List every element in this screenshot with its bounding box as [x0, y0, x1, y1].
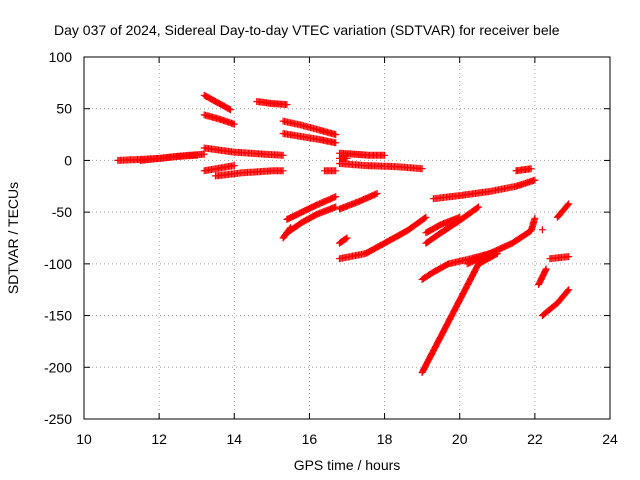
series-27 [512, 165, 535, 175]
series-9 [279, 117, 340, 139]
series-points [200, 111, 238, 128]
series-10 [279, 130, 340, 147]
series-points [321, 167, 340, 175]
series-points [422, 203, 482, 247]
plot-frame [83, 56, 611, 420]
x-tick-label: 12 [151, 431, 167, 447]
y-tick-label: 100 [49, 49, 73, 65]
series-points [283, 193, 340, 223]
series-points [336, 149, 389, 159]
series-points [336, 213, 430, 263]
series-points [336, 234, 351, 247]
series-5 [200, 144, 287, 159]
x-tick-label: 20 [452, 431, 468, 447]
x-tick-label: 18 [377, 431, 393, 447]
series-points [336, 154, 351, 162]
y-tick-label: -50 [52, 204, 72, 220]
series-points [336, 190, 381, 213]
y-tick-labels: -250 -200 -150 -100 -50 0 50 100 [44, 49, 72, 427]
series-points [463, 214, 539, 268]
series-3 [200, 91, 234, 114]
series-12 [283, 193, 340, 223]
series-26 [463, 214, 539, 268]
series-points [422, 213, 464, 237]
series-24 [422, 213, 464, 237]
x-tick-label: 24 [602, 431, 618, 447]
series-14 [321, 167, 340, 175]
axis-ticks [83, 56, 611, 420]
x-tick-labels: 10 12 14 16 18 20 22 24 [76, 431, 618, 447]
series-8 [253, 98, 291, 109]
x-tick-label: 16 [302, 431, 318, 447]
chart-title: Day 037 of 2024, Sidereal Day-to-day VTE… [54, 22, 560, 38]
series-points [200, 91, 234, 114]
series-25 [429, 176, 539, 203]
series-points [538, 286, 573, 320]
series-19 [336, 213, 430, 263]
series-points [553, 200, 573, 221]
series-points [418, 250, 501, 376]
y-tick-label: -250 [44, 411, 72, 427]
series-15 [336, 149, 389, 159]
series-31 [546, 253, 573, 263]
grid [84, 57, 610, 419]
series-points [512, 165, 535, 175]
series-6 [200, 162, 238, 175]
y-tick-label: -150 [44, 308, 72, 324]
y-tick-label: -200 [44, 359, 72, 375]
y-tick-label: 0 [64, 152, 72, 168]
series-points [253, 98, 291, 109]
series-30 [538, 286, 573, 320]
x-tick-label: 10 [76, 431, 92, 447]
y-tick-label: 50 [56, 101, 72, 117]
series-points [429, 176, 539, 203]
series-4 [200, 111, 238, 128]
series-points [538, 226, 546, 234]
series-points [546, 253, 573, 263]
series-20 [336, 160, 426, 173]
series-18 [336, 190, 381, 213]
series-13 [283, 203, 340, 237]
series-23 [422, 203, 482, 247]
series-28 [535, 265, 550, 288]
data-points [114, 91, 573, 376]
y-axis-label: SDTVAR / TECUs [5, 182, 21, 294]
series-2 [136, 150, 208, 164]
x-axis-label: GPS time / hours [294, 457, 401, 473]
series-points [535, 265, 550, 288]
series-points [200, 144, 287, 159]
series-21 [418, 250, 501, 376]
y-tick-label: -100 [44, 256, 72, 272]
series-7 [212, 167, 287, 180]
series-points [336, 160, 426, 173]
series-32 [553, 200, 573, 221]
series-points [136, 150, 208, 164]
series-points [200, 162, 238, 175]
x-tick-label: 14 [226, 431, 242, 447]
series-16 [336, 154, 351, 162]
x-tick-label: 22 [527, 431, 543, 447]
series-points [212, 167, 287, 180]
series-29 [538, 226, 546, 234]
series-points [279, 130, 340, 147]
series-17 [336, 234, 351, 247]
series-points [283, 203, 340, 237]
series-points [279, 117, 340, 139]
